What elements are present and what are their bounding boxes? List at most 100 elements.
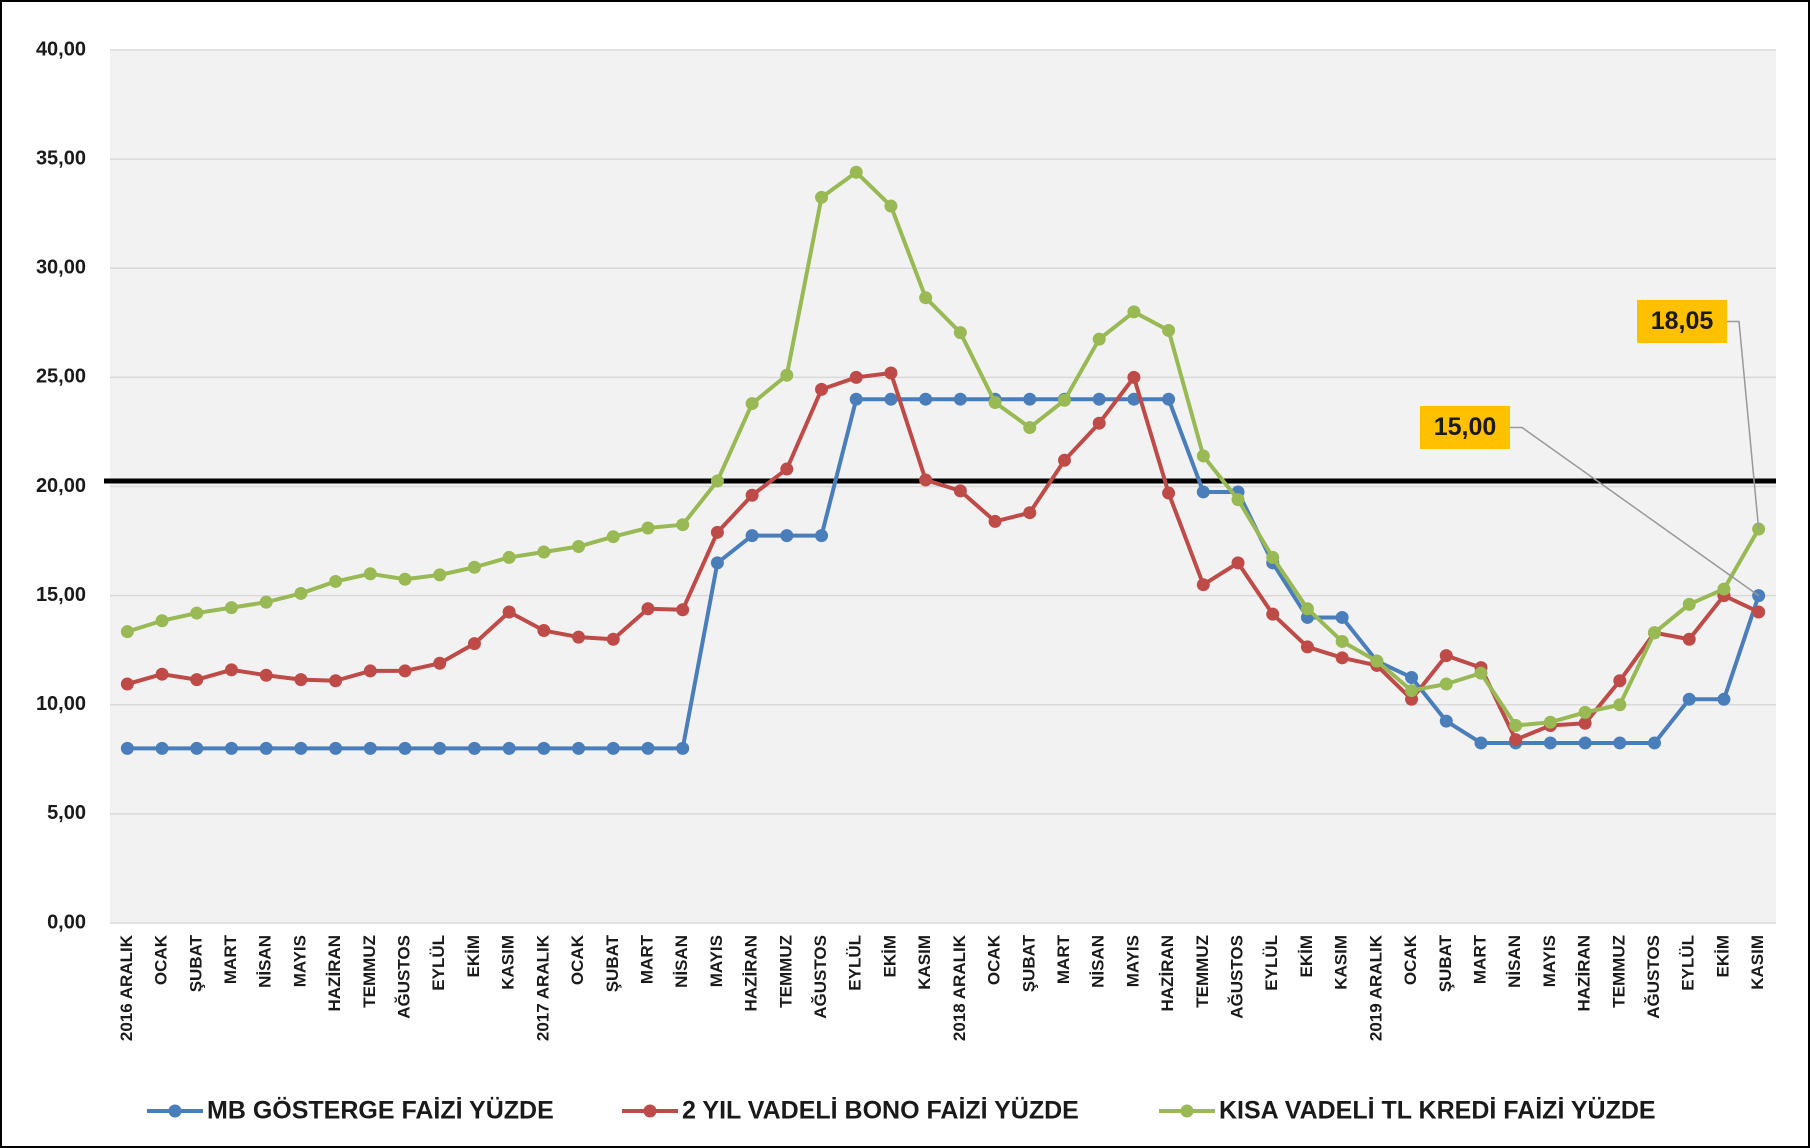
data-point [294, 741, 308, 755]
data-point [120, 741, 134, 755]
data-point [1057, 453, 1071, 467]
annotation-box [1637, 300, 1727, 343]
legend-marker [168, 1104, 182, 1118]
data-point [398, 664, 412, 678]
data-point [1613, 698, 1627, 712]
data-point [849, 370, 863, 384]
data-point [606, 741, 620, 755]
legend-marker [1180, 1104, 1194, 1118]
data-point [1752, 605, 1766, 619]
data-point [259, 741, 273, 755]
data-point [502, 605, 516, 619]
x-tick-label: KASIM [915, 935, 934, 990]
x-tick-label: EYLÜL [429, 935, 448, 991]
x-tick-label: MART [221, 934, 240, 984]
data-point [780, 529, 794, 543]
legend-label: 2 YIL VADELİ BONO FAİZİ YÜZDE [682, 1096, 1079, 1125]
data-point [224, 663, 238, 677]
data-point [155, 614, 169, 628]
x-tick-label: NİSAN [1089, 935, 1108, 988]
x-tick-label: 2017 ARALIK [533, 934, 552, 1041]
data-point [329, 741, 343, 755]
data-point [502, 550, 516, 564]
y-tick-label: 25,00 [36, 366, 86, 388]
data-point [363, 664, 377, 678]
data-point [190, 673, 204, 687]
annotation-label: 15,00 [1434, 413, 1497, 441]
data-point [1127, 305, 1141, 319]
data-point [1439, 677, 1453, 691]
data-point [1613, 736, 1627, 750]
data-point [1162, 486, 1176, 500]
x-tick-label: TEMMUZ [776, 935, 795, 1008]
x-tick-label: MAYIS [707, 935, 726, 987]
data-point [1196, 578, 1210, 592]
data-point [884, 199, 898, 213]
data-point [572, 741, 586, 755]
x-tick-label: 2019 ARALIK [1366, 934, 1385, 1041]
y-tick-label: 0,00 [47, 911, 86, 933]
x-tick-label: MAYIS [290, 935, 309, 987]
annotation-label: 18,05 [1651, 307, 1714, 335]
data-point [294, 673, 308, 687]
data-point [329, 674, 343, 688]
data-point [676, 741, 690, 755]
x-tick-label: OCAK [1401, 934, 1420, 985]
data-point [884, 392, 898, 406]
x-tick-label: TEMMUZ [1609, 935, 1628, 1008]
data-point [815, 190, 829, 204]
x-tick-label: KASIM [499, 935, 518, 990]
data-point [1231, 493, 1245, 507]
data-point [1266, 550, 1280, 564]
data-point [1509, 733, 1523, 747]
data-point [224, 601, 238, 615]
data-point [676, 518, 690, 532]
data-point [1682, 597, 1696, 611]
x-tick-label: EKİM [880, 935, 899, 978]
data-point [1370, 654, 1384, 668]
data-point [988, 514, 1002, 528]
data-point [1023, 392, 1037, 406]
x-tick-label: EKİM [1297, 935, 1316, 978]
data-point [1474, 736, 1488, 750]
x-tick-label: ŞUBAT [1019, 934, 1038, 992]
data-point [329, 574, 343, 588]
data-point [294, 586, 308, 600]
data-point [1439, 714, 1453, 728]
legend-label: KISA VADELİ TL KREDİ FAİZİ YÜZDE [1219, 1096, 1656, 1125]
data-point [745, 397, 759, 411]
x-tick-label: AĞUSTOS [1228, 935, 1247, 1019]
legend-marker [643, 1104, 657, 1118]
data-point [1162, 323, 1176, 337]
data-point [433, 656, 447, 670]
data-point [1162, 392, 1176, 406]
data-point [1231, 556, 1245, 570]
x-tick-label: AĞUSTOS [1644, 935, 1663, 1019]
data-point [780, 368, 794, 382]
x-tick-label: ŞUBAT [603, 934, 622, 992]
data-point [1023, 506, 1037, 520]
data-point [815, 382, 829, 396]
x-tick-label: EYLÜL [846, 935, 865, 991]
data-point [1196, 485, 1210, 499]
data-point [572, 630, 586, 644]
data-point [467, 741, 481, 755]
data-point [1613, 674, 1627, 688]
data-point [1300, 640, 1314, 654]
data-point [1543, 736, 1557, 750]
x-tick-label: OCAK [152, 934, 171, 985]
data-point [190, 606, 204, 620]
data-point [849, 392, 863, 406]
data-point [1300, 602, 1314, 616]
data-point [710, 474, 724, 488]
data-point [919, 473, 933, 487]
data-point [224, 741, 238, 755]
data-point [120, 625, 134, 639]
annotation-box [1420, 406, 1510, 449]
x-tick-label: MAYIS [1123, 935, 1142, 987]
data-point [1023, 421, 1037, 435]
x-tick-label: AĞUSTOS [811, 935, 830, 1019]
data-point [676, 603, 690, 617]
data-point [537, 624, 551, 638]
data-point [1092, 392, 1106, 406]
